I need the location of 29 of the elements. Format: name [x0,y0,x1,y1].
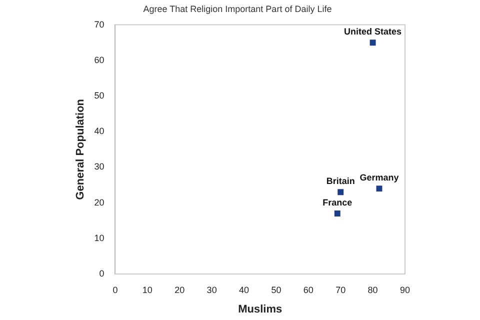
x-tick-label: 80 [368,284,378,295]
y-tick-label: 60 [94,54,104,65]
x-tick-label: 10 [142,284,152,295]
x-tick-label: 90 [400,284,410,295]
x-axis-title: Muslims [238,303,282,316]
x-tick-label: 20 [174,284,185,295]
x-tick-label: 70 [336,284,346,295]
x-tick-label: 50 [271,284,282,295]
y-tick-label: 0 [99,268,104,278]
x-tick-label: 40 [239,284,250,295]
point [338,189,344,196]
point [376,186,382,192]
x-tick-label: 60 [303,284,314,295]
y-tick-label: 50 [94,90,104,100]
annotation: Germany [360,172,399,183]
y-tick-label: 40 [94,126,104,136]
x-tick-label: 30 [206,284,217,295]
y-tick-label: 10 [94,232,104,243]
annotation: Britain [326,176,355,186]
x-tick-label: 0 [112,284,118,295]
annotation: United States [344,26,402,37]
y-tick-label: 20 [94,197,104,208]
annotation: France [322,197,352,208]
point [370,40,376,46]
y-axis-title: General Population [74,98,87,200]
y-tick-label: 70 [94,19,104,30]
point [334,210,340,216]
y-tick-label: 30 [94,162,104,172]
chart-title: Agree That Religion Important Part of Daily Life [143,4,332,14]
